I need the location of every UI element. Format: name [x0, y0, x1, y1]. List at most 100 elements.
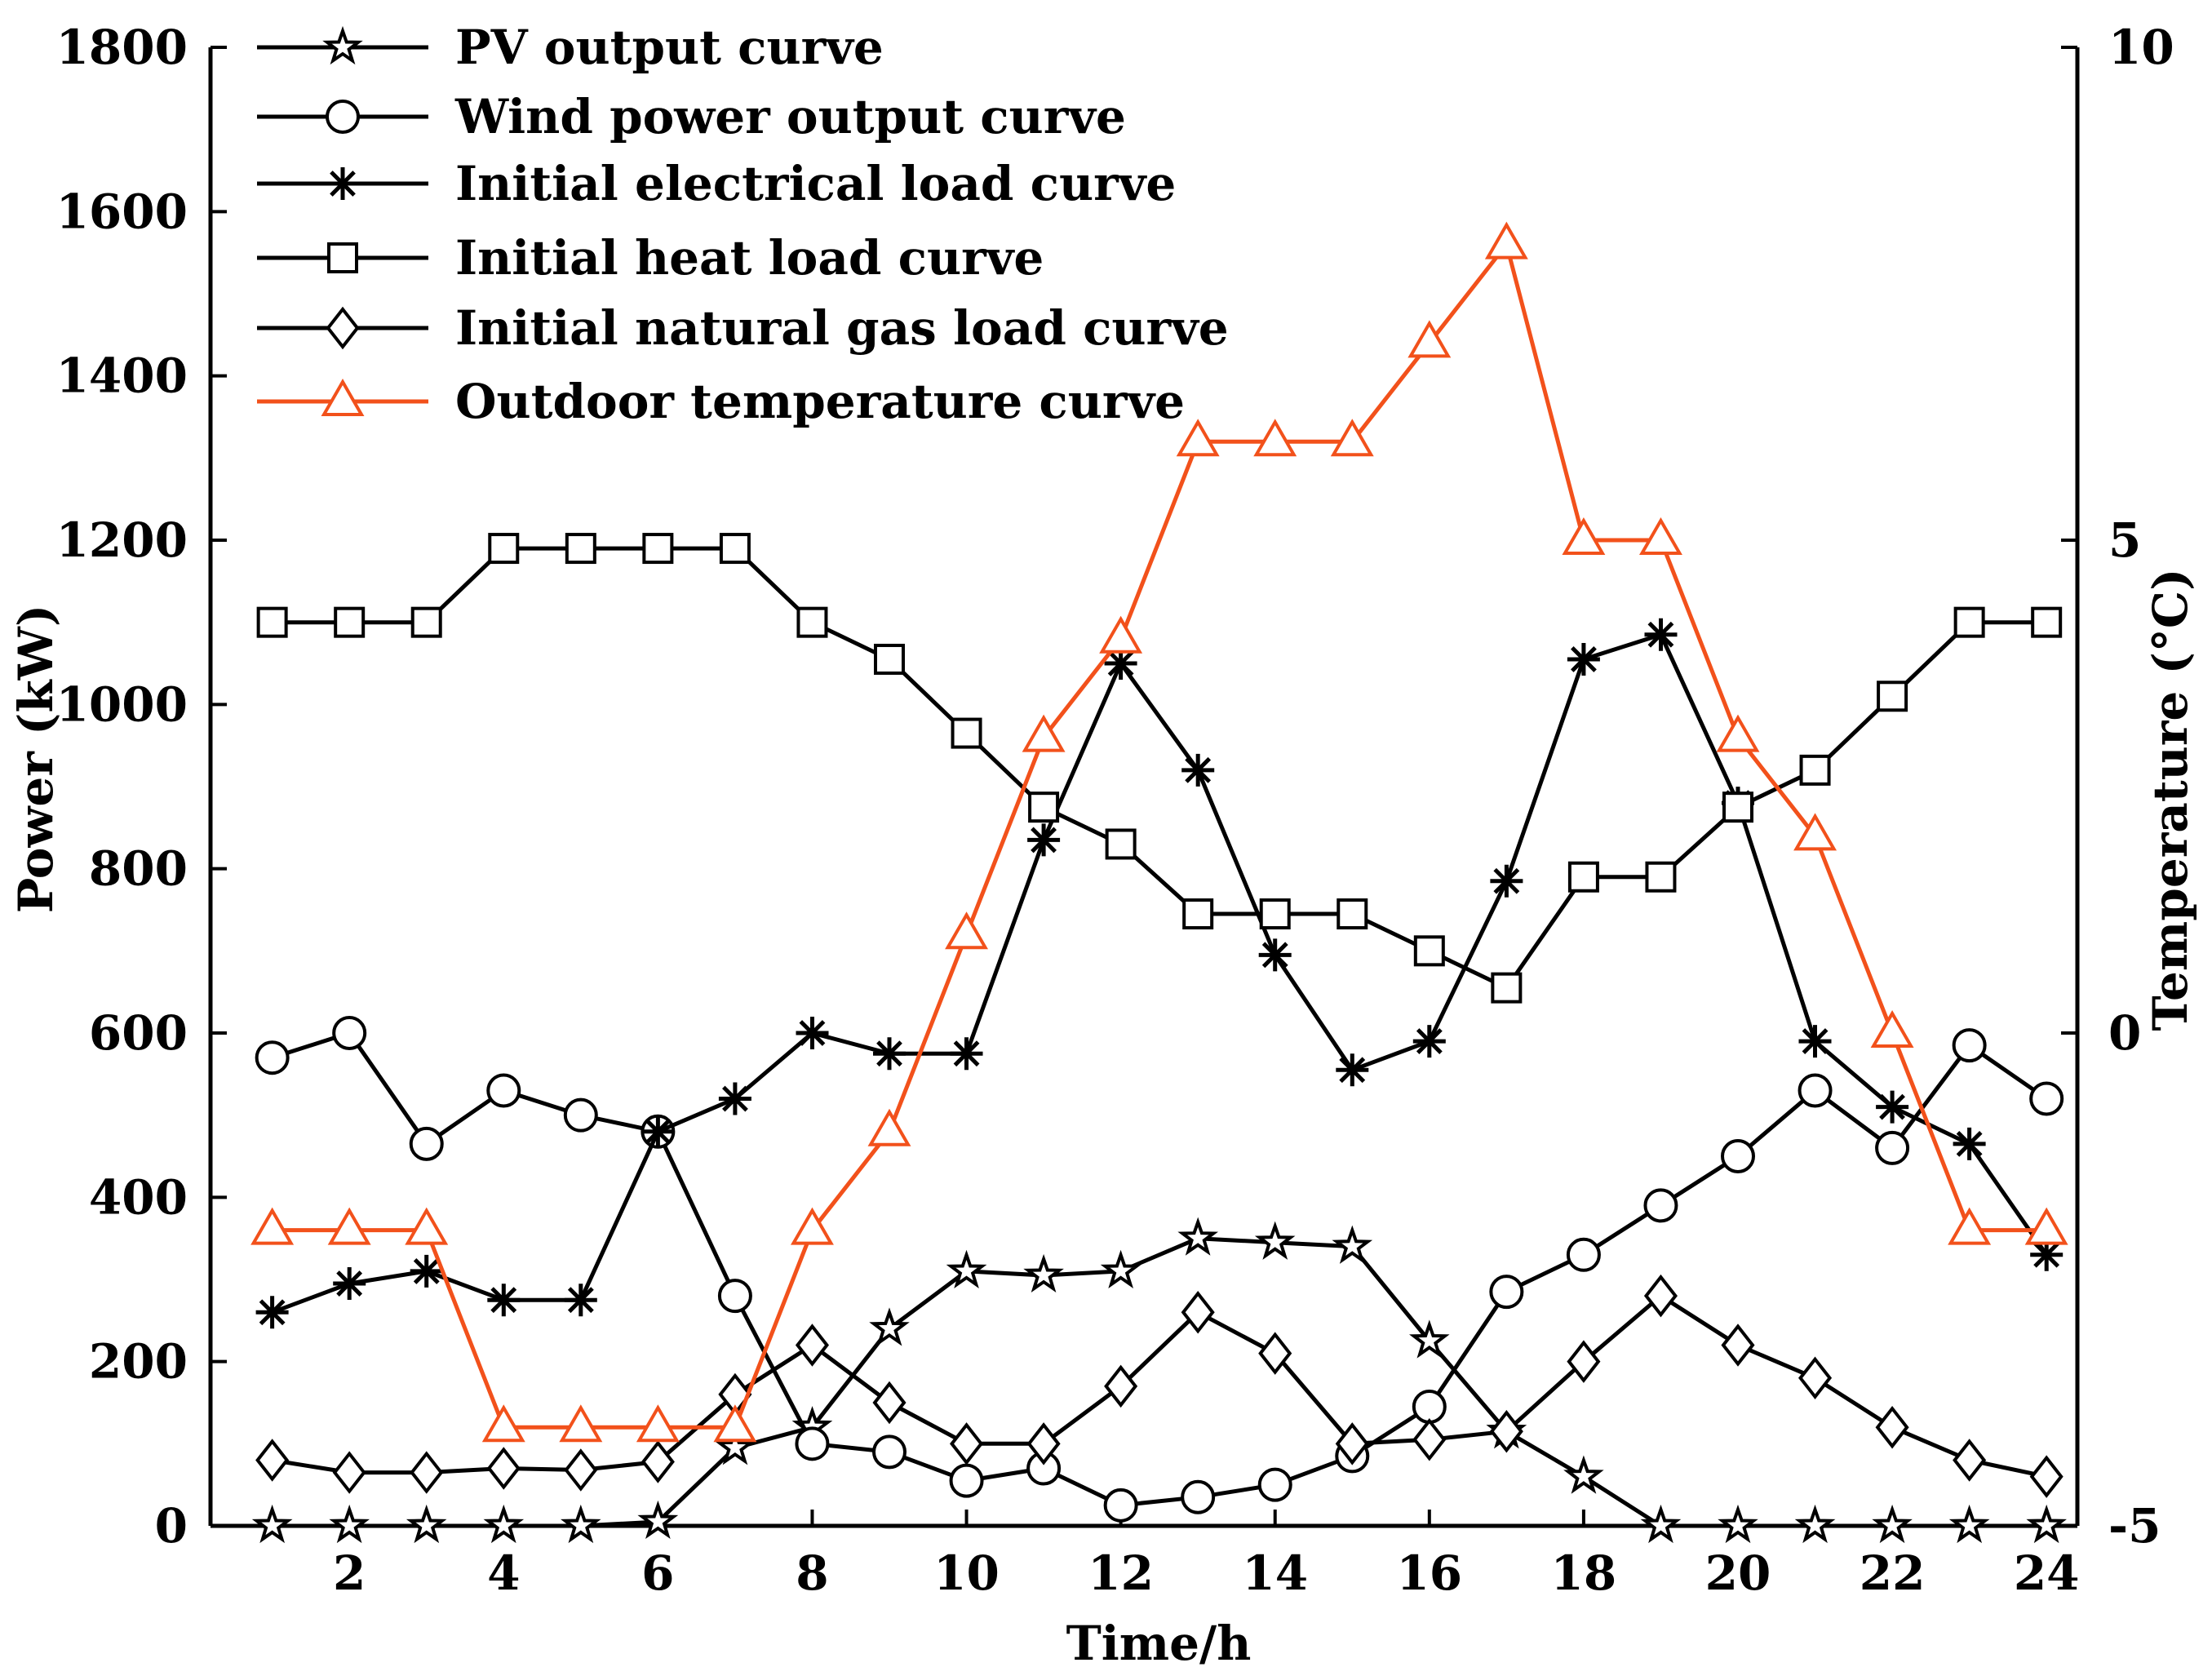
data-point-star: [1409, 1319, 1450, 1359]
data-point-asterisk: [1104, 647, 1137, 680]
data-point-asterisk: [333, 1267, 366, 1300]
data-point-square: [1799, 754, 1831, 786]
x-tick-label: 8: [796, 1545, 828, 1601]
data-point-circle: [332, 1016, 367, 1050]
data-point-circle: [1566, 1237, 1601, 1272]
legend-marker-circle: [326, 100, 360, 134]
data-point-asterisk: [1953, 1127, 1986, 1160]
x-tick-label: 2: [333, 1545, 366, 1601]
tick-labels: 0 200 400 600 800 1000 1200 1400 1600 1800 -5 0 5 10 2…: [56, 20, 2174, 1601]
legend-label: Wind power output curve: [454, 89, 1126, 144]
legend-marker-square: [327, 242, 358, 273]
data-point-square: [1028, 791, 1060, 823]
x-tick-label: 4: [487, 1545, 520, 1601]
data-point-diamond: [1335, 1422, 1369, 1465]
data-point-square: [1877, 681, 1908, 712]
data-point-triangle: [713, 1404, 757, 1443]
data-point-asterisk: [564, 1284, 597, 1317]
data-point-asterisk: [796, 1017, 829, 1049]
data-point-triangle: [327, 1207, 371, 1245]
data-point-circle: [1103, 1488, 1138, 1523]
data-point-square: [1105, 828, 1137, 860]
y2-tick-label: -5: [2108, 1498, 2161, 1554]
data-point-circle: [717, 1279, 752, 1314]
data-point-asterisk: [1798, 1025, 1832, 1058]
data-point-triangle: [1716, 714, 1760, 752]
data-point-circle: [1875, 1130, 1910, 1165]
legend-entry: PV output curve: [257, 20, 884, 75]
data-point-star: [1948, 1504, 1990, 1544]
legend-label: Outdoor temperature curve: [455, 374, 1185, 429]
y-tick-label: 800: [89, 841, 188, 897]
data-point-circle: [1798, 1073, 1833, 1108]
data-point-triangle: [481, 1404, 525, 1443]
data-point-circle: [1257, 1467, 1292, 1502]
data-point-asterisk: [2030, 1238, 2063, 1271]
data-point-square: [565, 533, 596, 565]
y-tick-label: 0: [155, 1498, 188, 1554]
data-point-circle: [795, 1426, 830, 1461]
x-tick-label: 20: [1705, 1545, 1771, 1601]
data-point-diamond: [1026, 1422, 1061, 1465]
data-point-diamond: [1567, 1340, 1601, 1383]
x-tick-label: 6: [641, 1545, 674, 1601]
data-point-triangle: [1330, 419, 1374, 457]
legend-marker-star: [322, 25, 363, 65]
x-tick-label: 18: [1551, 1545, 1617, 1601]
data-point-square: [334, 606, 366, 638]
data-point-triangle: [1253, 419, 1297, 457]
data-point-square: [1722, 791, 1753, 823]
y-tick-label: 200: [89, 1334, 188, 1390]
data-point-asterisk: [641, 1115, 675, 1148]
y-tick-label: 1000: [56, 676, 188, 732]
series-circle: [255, 1016, 2064, 1523]
legend-label: Initial natural gas load curve: [455, 300, 1229, 356]
y-tick-label: 600: [89, 1005, 188, 1061]
data-point-square: [1337, 898, 1368, 930]
legend-entry: Initial heat load curve: [257, 230, 1044, 286]
data-point-square: [410, 606, 442, 638]
data-point-star: [1563, 1455, 1604, 1494]
data-point-circle: [486, 1073, 521, 1108]
data-point-star: [2026, 1504, 2067, 1544]
data-point-star: [1332, 1225, 1373, 1264]
data-point-triangle: [1407, 320, 1452, 358]
data-point-star: [1177, 1217, 1219, 1256]
data-point-circle: [949, 1463, 984, 1498]
y-tick-label: 1400: [56, 348, 188, 404]
data-point-circle: [1643, 1188, 1678, 1223]
data-point-asterisk: [1876, 1090, 1909, 1124]
y2-tick-label: 5: [2108, 512, 2141, 568]
data-point-diamond: [564, 1448, 598, 1492]
legend-entry: Initial electrical load curve: [257, 156, 1176, 211]
data-point-square: [1567, 861, 1599, 893]
data-point-triangle: [636, 1404, 680, 1443]
series-asterisk: [255, 618, 2063, 1329]
data-point-asterisk: [1336, 1053, 1369, 1087]
data-point-asterisk: [255, 1296, 289, 1329]
data-point-star: [1794, 1504, 1836, 1544]
data-point-circle: [1952, 1028, 1987, 1063]
data-point-square: [1413, 935, 1445, 967]
data-point-diamond: [1412, 1418, 1447, 1461]
data-point-triangle: [790, 1207, 834, 1245]
data-point-diamond: [1489, 1409, 1523, 1453]
data-point-star: [1023, 1253, 1064, 1292]
data-point-star: [561, 1504, 601, 1544]
data-point-triangle: [559, 1404, 603, 1443]
data-point-star: [251, 1504, 293, 1544]
data-point-triangle: [1099, 615, 1143, 654]
data-point-triangle: [1870, 1009, 1914, 1048]
data-point-square: [1491, 972, 1523, 1004]
data-point-square: [1645, 861, 1677, 893]
data-point-square: [1953, 606, 1985, 638]
data-point-diamond: [1104, 1364, 1138, 1408]
data-point-square: [2031, 606, 2063, 638]
x-tick-label: 16: [1396, 1545, 1462, 1601]
data-point-triangle: [1022, 714, 1066, 752]
data-point-asterisk: [1181, 753, 1215, 787]
data-point-diamond: [1643, 1274, 1678, 1318]
data-point-triangle: [2024, 1207, 2068, 1245]
data-point-diamond: [1721, 1324, 1755, 1367]
